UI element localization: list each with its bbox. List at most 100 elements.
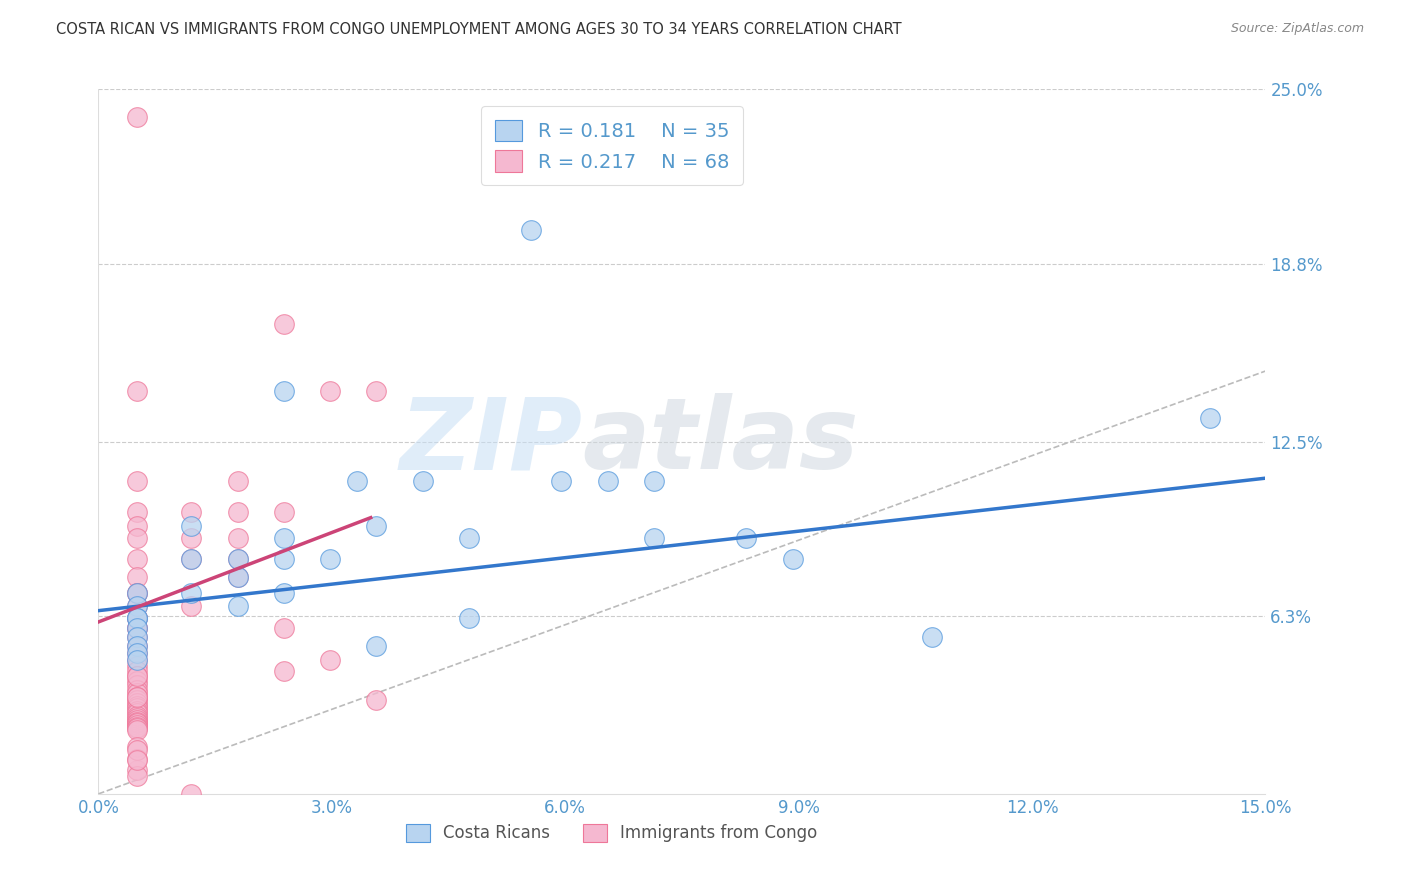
Point xyxy=(127,630,149,644)
Point xyxy=(273,585,295,599)
Point xyxy=(127,690,149,704)
Point xyxy=(127,751,149,765)
Point xyxy=(127,686,149,700)
Point xyxy=(127,696,149,710)
Point xyxy=(127,764,149,778)
Point xyxy=(127,639,149,653)
Point xyxy=(127,701,149,715)
Point xyxy=(127,639,149,653)
Point xyxy=(127,665,149,679)
Point xyxy=(127,713,149,727)
Point xyxy=(180,787,202,801)
Point xyxy=(226,599,249,613)
Point xyxy=(180,552,202,566)
Point xyxy=(127,585,149,599)
Point xyxy=(319,653,342,667)
Point xyxy=(366,384,388,398)
Point xyxy=(127,669,149,683)
Point xyxy=(643,531,665,545)
Point xyxy=(127,718,149,732)
Point xyxy=(180,531,202,545)
Point xyxy=(366,639,388,653)
Point xyxy=(127,610,149,624)
Point xyxy=(457,610,479,624)
Point xyxy=(180,505,202,519)
Point xyxy=(127,753,149,767)
Point xyxy=(457,531,479,545)
Point xyxy=(226,570,249,584)
Point xyxy=(273,531,295,545)
Point xyxy=(127,111,149,125)
Point xyxy=(226,531,249,545)
Point xyxy=(127,518,149,533)
Legend: Costa Ricans, Immigrants from Congo: Costa Ricans, Immigrants from Congo xyxy=(399,817,824,849)
Point xyxy=(127,678,149,692)
Point xyxy=(127,621,149,635)
Point xyxy=(127,630,149,644)
Point xyxy=(520,223,543,237)
Point xyxy=(127,706,149,721)
Point xyxy=(127,674,149,689)
Point xyxy=(273,621,295,635)
Point xyxy=(127,552,149,566)
Point xyxy=(127,720,149,734)
Point xyxy=(366,693,388,707)
Point xyxy=(550,474,572,488)
Point xyxy=(127,585,149,599)
Point xyxy=(127,646,149,660)
Point xyxy=(127,658,149,673)
Point xyxy=(643,474,665,488)
Text: ZIP: ZIP xyxy=(399,393,582,490)
Point xyxy=(127,384,149,398)
Point xyxy=(127,621,149,635)
Point xyxy=(127,693,149,707)
Point xyxy=(180,599,202,613)
Point xyxy=(273,317,295,331)
Text: Source: ZipAtlas.com: Source: ZipAtlas.com xyxy=(1230,22,1364,36)
Point xyxy=(273,505,295,519)
Point xyxy=(596,474,619,488)
Point xyxy=(366,518,388,533)
Point xyxy=(735,531,758,545)
Point xyxy=(127,646,149,660)
Point xyxy=(127,716,149,731)
Point xyxy=(226,474,249,488)
Point xyxy=(921,630,943,644)
Point xyxy=(127,669,149,683)
Point xyxy=(127,585,149,599)
Point xyxy=(127,682,149,697)
Point xyxy=(226,552,249,566)
Point xyxy=(127,610,149,624)
Point xyxy=(127,769,149,783)
Point xyxy=(127,610,149,624)
Point xyxy=(226,552,249,566)
Point xyxy=(127,743,149,757)
Point xyxy=(782,552,804,566)
Point xyxy=(127,599,149,613)
Point xyxy=(180,552,202,566)
Point xyxy=(346,474,368,488)
Point xyxy=(127,690,149,704)
Point xyxy=(127,714,149,729)
Point xyxy=(1199,411,1222,425)
Text: atlas: atlas xyxy=(582,393,859,490)
Point xyxy=(127,739,149,754)
Point xyxy=(226,505,249,519)
Point xyxy=(412,474,434,488)
Point xyxy=(273,665,295,679)
Point xyxy=(127,721,149,735)
Point xyxy=(273,552,295,566)
Point xyxy=(319,552,342,566)
Point xyxy=(127,653,149,667)
Point xyxy=(127,711,149,725)
Point xyxy=(127,621,149,635)
Point xyxy=(127,653,149,667)
Point xyxy=(226,570,249,584)
Point xyxy=(127,704,149,718)
Point xyxy=(127,599,149,613)
Point xyxy=(180,585,202,599)
Point xyxy=(127,505,149,519)
Point xyxy=(319,384,342,398)
Point xyxy=(127,723,149,737)
Point xyxy=(127,570,149,584)
